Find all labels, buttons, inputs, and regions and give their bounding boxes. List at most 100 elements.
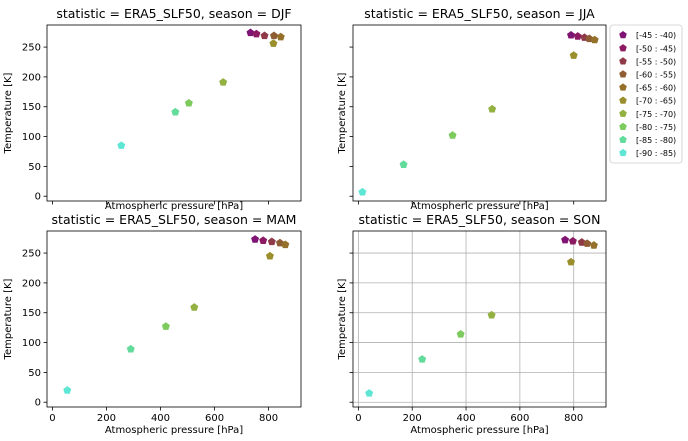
data-point xyxy=(117,141,126,149)
axes-frame xyxy=(46,230,302,408)
legend: [-45 : -40) [-50 : -45) [-55 : -50) [-60 : … xyxy=(609,24,683,164)
legend-marker xyxy=(619,44,627,52)
data-point xyxy=(589,241,598,249)
data-point xyxy=(161,322,170,330)
data-point xyxy=(573,32,582,40)
data-point xyxy=(567,30,576,39)
data-point xyxy=(365,389,374,397)
x-tick-label: 800 xyxy=(259,413,278,424)
y-tick-label: 0 xyxy=(35,398,41,409)
x-tick-label: 0 xyxy=(355,413,361,424)
x-tick-label: 200 xyxy=(403,413,422,424)
legend-label: [-65 : -60) xyxy=(636,84,676,93)
legend-marker xyxy=(619,135,627,144)
axes-frame xyxy=(352,230,607,408)
legend-marker xyxy=(619,148,627,157)
legend-label: [-70 : -65) xyxy=(636,97,676,106)
data-point xyxy=(487,310,496,319)
legend-label: [-85 : -80) xyxy=(636,136,676,145)
data-point xyxy=(259,236,268,244)
y-tick-label: 250 xyxy=(22,43,41,54)
data-point xyxy=(281,240,290,249)
legend-marker xyxy=(619,109,627,117)
panel-title: statistic = ERA5_SLF50, season = SON xyxy=(359,212,601,227)
legend-label: [-45 : -40) xyxy=(636,31,676,40)
legend-marker xyxy=(619,83,627,91)
data-point xyxy=(252,29,261,38)
data-point xyxy=(488,104,497,113)
x-axis-label: Atmospheric pressure [hPa] xyxy=(410,425,548,436)
data-point xyxy=(184,98,193,107)
x-tick-label: 800 xyxy=(564,413,583,424)
data-point xyxy=(418,355,427,363)
data-point xyxy=(251,235,260,243)
panel-title: statistic = ERA5_SLF50, season = DJF xyxy=(56,6,291,21)
axes-frame xyxy=(46,24,302,202)
panel-title: statistic = ERA5_SLF50, season = JJA xyxy=(364,6,595,21)
data-point xyxy=(561,235,570,244)
x-tick-label: 600 xyxy=(510,413,529,424)
y-tick-label: 50 xyxy=(28,162,41,173)
data-point xyxy=(448,131,457,139)
data-point xyxy=(590,35,599,44)
data-point xyxy=(126,344,135,353)
legend-label: [-55 : -50) xyxy=(636,57,676,66)
legend-marker xyxy=(619,70,627,78)
legend-marker xyxy=(619,122,627,130)
data-point xyxy=(269,39,278,47)
y-axis-label: Temperature [K] xyxy=(337,278,348,360)
y-tick-label: 100 xyxy=(22,132,41,143)
legend-label: [-75 : -70) xyxy=(636,110,676,119)
panel-title: statistic = ERA5_SLF50, season = MAM xyxy=(52,212,297,227)
legend-marker xyxy=(619,57,627,65)
data-point xyxy=(399,160,408,168)
y-tick-label: 200 xyxy=(22,278,41,289)
legend-label: [-60 : -55) xyxy=(636,71,676,80)
data-point xyxy=(260,31,269,40)
x-tick-label: 400 xyxy=(151,413,170,424)
x-axis-label: Atmospheric pressure [hPa] xyxy=(105,201,243,212)
legend-frame xyxy=(609,24,683,164)
y-tick-label: 50 xyxy=(28,368,41,379)
data-point xyxy=(569,51,578,59)
panel-1: 0 50 100 150 200 250 Atmospheric pressure [hPa… xyxy=(3,6,302,212)
y-axis-label: Temperature [K] xyxy=(3,278,14,360)
panel-2: Atmospheric pressure [hPa] Temperature [K… xyxy=(337,6,607,212)
legend-label: [-80 : -75) xyxy=(636,123,676,132)
data-point xyxy=(568,236,577,245)
x-tick-label: 0 xyxy=(49,413,55,424)
data-point xyxy=(265,251,274,260)
data-point xyxy=(63,386,72,394)
data-point xyxy=(358,187,367,196)
legend-label: [-90 : -85) xyxy=(636,149,676,158)
x-axis-label: Atmospheric pressure [hPa] xyxy=(410,201,548,212)
panel-4: 0 200 400 600 800 Atmospheric pressure [hPa] T… xyxy=(337,212,607,436)
x-tick-label: 400 xyxy=(456,413,475,424)
y-tick-label: 150 xyxy=(22,102,41,113)
x-axis-label: Atmospheric pressure [hPa] xyxy=(105,425,243,436)
legend-marker xyxy=(619,96,627,104)
data-point xyxy=(219,78,228,86)
y-axis-label: Temperature [K] xyxy=(3,72,14,154)
data-point xyxy=(567,257,576,266)
data-point xyxy=(171,107,180,116)
data-point xyxy=(583,239,592,247)
legend-label: [-50 : -45) xyxy=(636,44,676,53)
data-point xyxy=(267,237,276,246)
data-point xyxy=(269,31,278,40)
data-point xyxy=(456,330,465,338)
y-tick-label: 100 xyxy=(22,338,41,349)
y-axis-label: Temperature [K] xyxy=(337,72,348,154)
x-tick-label: 600 xyxy=(205,413,224,424)
data-point xyxy=(276,32,285,41)
y-tick-label: 200 xyxy=(22,72,41,83)
y-tick-label: 250 xyxy=(22,249,41,260)
x-tick-label: 200 xyxy=(97,413,116,424)
data-point xyxy=(190,303,199,311)
panel-3: 0 200 400 600 800 0 50 100 150 200 250 Atmospheric … xyxy=(3,212,302,436)
axes-frame xyxy=(352,24,607,202)
data-point xyxy=(246,28,255,37)
legend-marker xyxy=(619,31,627,39)
y-tick-label: 150 xyxy=(22,308,41,319)
